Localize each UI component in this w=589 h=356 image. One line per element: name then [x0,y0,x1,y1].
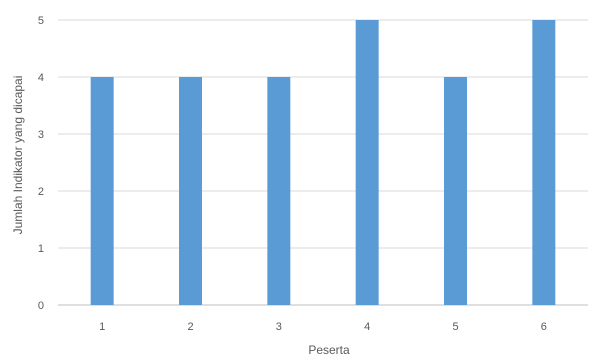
bar [355,20,379,305]
bar [179,77,202,305]
y-tick-label: 0 [38,300,44,312]
x-tick-label: 2 [187,321,193,333]
y-tick-label: 4 [38,72,44,84]
gridlines [58,19,588,306]
y-tick-labels: 0 1 2 3 4 5 [38,15,44,312]
x-tick-label: 4 [364,321,370,333]
y-tick-label: 3 [38,129,44,141]
x-tick-label: 1 [99,321,105,333]
bar [90,77,114,305]
x-tick-label: 3 [276,321,282,333]
y-tick-label: 5 [38,15,44,27]
bar [444,77,467,305]
bars [90,20,556,305]
x-tick-labels: 1 2 3 4 5 6 [99,321,547,333]
y-tick-label: 2 [38,186,44,198]
x-tick-label: 6 [541,321,547,333]
x-tick-label: 5 [452,321,458,333]
x-axis-title: Peserta [308,343,350,356]
y-axis-title: Jumlah Indikator yang dicapai [11,76,25,235]
y-tick-label: 1 [38,243,44,255]
bar [267,77,291,305]
bar [532,20,556,305]
